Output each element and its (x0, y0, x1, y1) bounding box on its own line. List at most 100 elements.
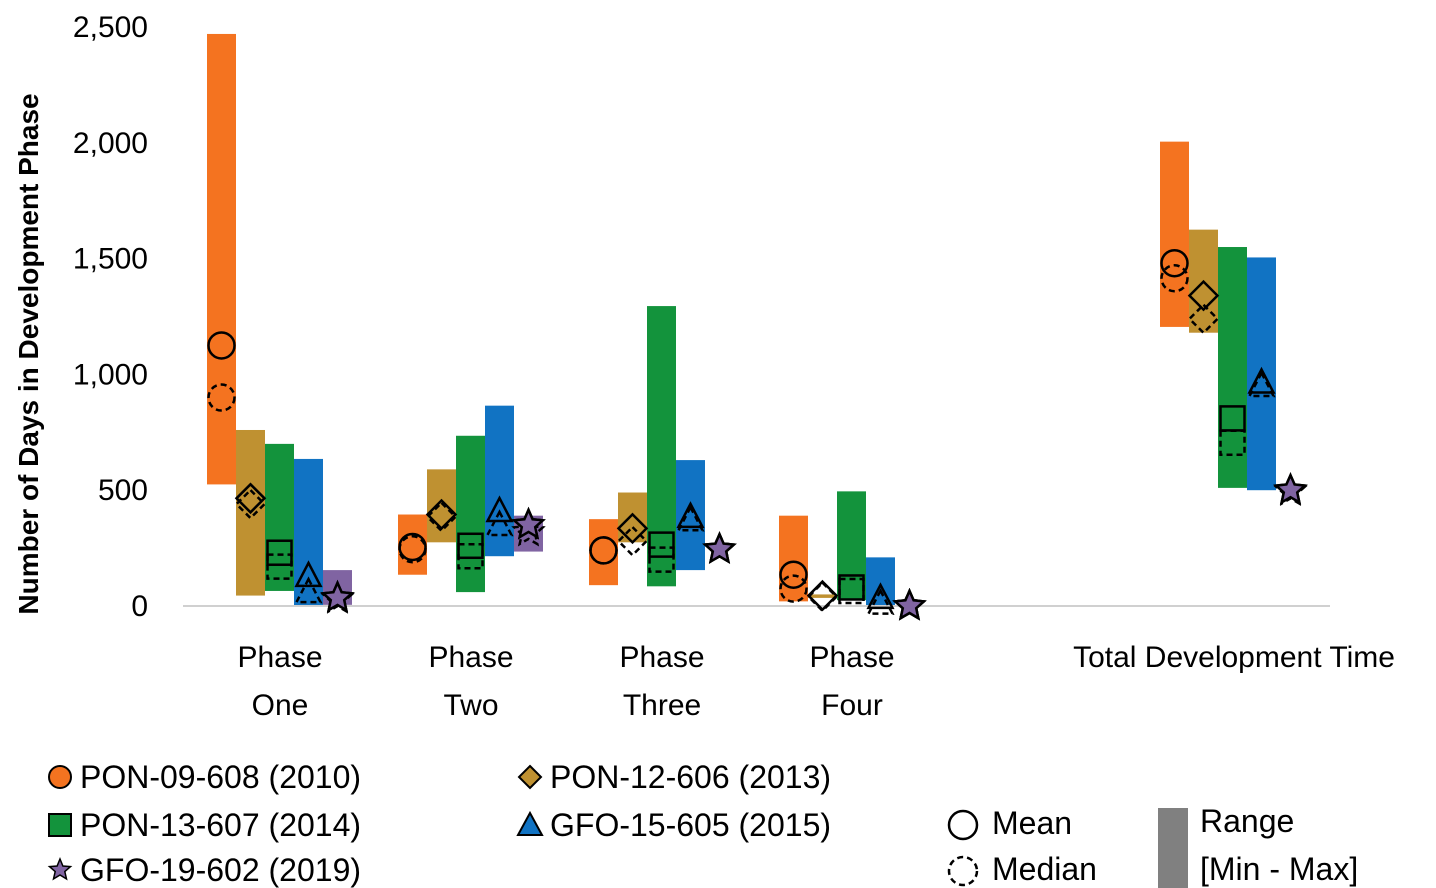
x-tick-label: Three (623, 689, 701, 722)
mean-star-fill-s4-c4 (1273, 472, 1308, 505)
median-legend-label: Median (992, 851, 1097, 887)
median-marker-s3-c2 (676, 504, 705, 532)
y-tick-label: 2,500 (73, 11, 148, 44)
mean-legend-icon (947, 809, 979, 841)
legend-circle-icon (48, 765, 72, 789)
legend-diamond-icon (517, 764, 543, 790)
legend-label: PON-09-608 (2010) (80, 759, 361, 795)
range-bar-s0-c1 (398, 514, 427, 575)
median-marker-s3-c1 (485, 509, 514, 537)
legend-item: GFO-15-605 (2015) (516, 807, 831, 843)
range-bar-s1-c1 (427, 469, 456, 543)
x-tick-labels: Phase One Phase Two Phase Three Phase Four Total… (237, 641, 1394, 722)
legend-square-icon (48, 813, 72, 837)
x-tick-label: Total Development Time (1073, 641, 1395, 674)
legend-label: PON-12-606 (2013) (550, 759, 831, 795)
median-marker-s1-c3 (806, 580, 839, 613)
legend-triangle-icon (516, 810, 544, 836)
mean-marker-s0-c4 (1160, 248, 1189, 278)
range-bars (207, 33, 1276, 606)
mean-marker-s1-c4 (1187, 279, 1220, 312)
x-tick-label: Phase (809, 641, 894, 674)
legend-star-icon (47, 857, 73, 881)
mean-marker-s3-c4 (1247, 366, 1276, 394)
median-marker-s3-c3 (866, 587, 895, 615)
range-bar-s2-c4 (1218, 247, 1247, 488)
mean-marker-s0-c3 (779, 560, 808, 589)
median-marker-s2-c3 (838, 577, 865, 605)
mean-star-fill-s4-c1 (511, 506, 546, 540)
legend-item: GFO-19-602 (2019) (47, 852, 361, 888)
mean-marker-s2-c2 (648, 531, 675, 558)
median-marker-s1-c4 (1187, 303, 1220, 335)
median-marker-s2-c0 (266, 553, 293, 580)
mean-star-fill-s4-c2 (702, 531, 737, 564)
median-marker-s0-c2 (589, 536, 618, 565)
x-tick-label: Phase (619, 641, 704, 674)
range-bar-s2-c3 (837, 491, 866, 601)
mean-marker-s0-c0 (207, 331, 236, 360)
median-marker-s0-c0 (207, 383, 236, 412)
y-axis-label: Number of Days in Development Phase (13, 93, 44, 614)
range-bar-s0-c0 (207, 33, 236, 485)
range-bar-s3-c2 (676, 460, 705, 571)
median-marker-s1-c0 (234, 488, 267, 520)
median-marker-s0-c4 (1160, 264, 1189, 293)
median-marker-s2-c2 (648, 546, 675, 573)
range-bar-s1-c2 (618, 492, 647, 543)
range-legend-sublabel: [Min - Max] (1200, 851, 1358, 887)
y-tick-label: 500 (98, 474, 148, 507)
legend-item: PON-12-606 (2013) (517, 759, 831, 795)
mean-marker-s2-c0 (266, 539, 293, 566)
mean-star-fill-s4-c3 (892, 587, 927, 621)
x-tick-label: Four (821, 689, 883, 722)
median-marker-s2-c4 (1219, 429, 1246, 456)
y-tick-labels: 0 500 1,000 1,500 2,000 2,500 (73, 11, 148, 623)
mean-marker-s1-c2 (616, 512, 649, 545)
range-bar-s2-c0 (265, 443, 294, 591)
median-legend-icon (947, 855, 979, 887)
median-marker-s0-c1 (398, 535, 427, 564)
mean-legend-label: Mean (992, 805, 1072, 841)
range-legend-icon (1158, 808, 1188, 888)
legend: PON-09-608 (2010) PON-12-606 (2013) PON-13… (47, 759, 1358, 888)
range-bar-s3-c3 (866, 557, 895, 606)
y-tick-label: 1,000 (73, 358, 148, 391)
range-bar-s2-c1 (456, 435, 485, 593)
y-tick-label: 1,500 (73, 243, 148, 276)
legend-median: Median (947, 851, 1097, 887)
y-tick-label: 2,000 (73, 127, 148, 160)
median-marker-s1-c2 (616, 525, 649, 557)
y-tick-label: 0 (131, 590, 148, 623)
x-tick-label: Phase (237, 641, 322, 674)
median-marker-s2-c1 (457, 542, 484, 570)
legend-range: Range [Min - Max] (1158, 803, 1358, 888)
mean-marker-s3-c3 (866, 582, 895, 610)
mean-marker-s3-c2 (676, 501, 705, 529)
legend-item: PON-09-608 (2010) (48, 759, 361, 795)
mean-marker-s3-c0 (294, 560, 323, 588)
median-marker-s0-c3 (779, 574, 808, 603)
mean-marker-s1-c1 (425, 498, 458, 531)
x-tick-label: Two (443, 689, 498, 722)
legend-label: GFO-15-605 (2015) (550, 807, 831, 843)
mean-marker-s3-c1 (485, 495, 514, 523)
range-bar-s1-c3 (808, 594, 837, 598)
legend-item: PON-13-607 (2014) (48, 807, 361, 843)
mean-marker-s1-c0 (234, 482, 267, 515)
legend-mean: Mean (947, 805, 1072, 841)
range-bar-s2-c2 (647, 306, 676, 587)
x-tick-label: One (252, 689, 309, 722)
median-marker-s1-c1 (425, 501, 458, 533)
legend-label: GFO-19-602 (2019) (80, 852, 361, 888)
mean-star-fill-s4-c0 (320, 579, 355, 613)
median-marker-s3-c4 (1247, 370, 1276, 398)
median-marker-s3-c0 (294, 576, 323, 604)
range-bar-s0-c2 (589, 519, 618, 586)
range-legend-label: Range (1200, 803, 1294, 839)
range-bar-s0-c4 (1160, 141, 1189, 327)
x-tick-label: Phase (428, 641, 513, 674)
legend-label: PON-13-607 (2014) (80, 807, 361, 843)
markers (207, 248, 1308, 621)
